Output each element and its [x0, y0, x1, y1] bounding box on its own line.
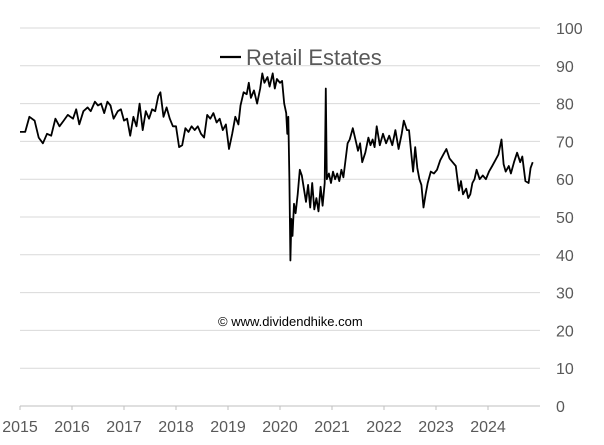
x-tick-label: 2024 [470, 419, 506, 436]
x-tick-label: 2020 [262, 419, 298, 436]
y-tick-label: 70 [556, 134, 574, 151]
y-tick-label: 40 [556, 248, 574, 265]
x-tick-label: 2016 [54, 419, 90, 436]
x-axis-tick-labels: 2015 2016 2017 2018 2019 2020 2021 2022 2023 2024 [2, 406, 506, 436]
x-tick-label: 2017 [106, 419, 142, 436]
y-tick-label: 10 [556, 361, 574, 378]
y-tick-label: 50 [556, 210, 574, 227]
y-tick-label: 90 [556, 59, 574, 76]
y-tick-label: 100 [556, 21, 583, 38]
y-tick-label: 0 [556, 399, 565, 416]
y-tick-label: 80 [556, 97, 574, 114]
y-tick-label: 30 [556, 286, 574, 303]
x-tick-label: 2021 [314, 419, 350, 436]
legend: Retail Estates [220, 45, 382, 70]
x-tick-label: 2018 [158, 419, 194, 436]
y-tick-label: 20 [556, 323, 574, 340]
watermark: © www.dividendhike.com [218, 314, 363, 329]
x-tick-label: 2022 [366, 419, 402, 436]
x-tick-label: 2023 [418, 419, 454, 436]
legend-label: Retail Estates [246, 45, 382, 70]
y-axis-tick-labels: 0 10 20 30 40 50 60 70 80 90 100 [556, 21, 583, 416]
x-tick-label: 2019 [210, 419, 246, 436]
series-line-retail-estates [20, 72, 534, 262]
gridlines [20, 27, 540, 407]
y-tick-label: 60 [556, 172, 574, 189]
x-tick-label: 2015 [2, 419, 38, 436]
